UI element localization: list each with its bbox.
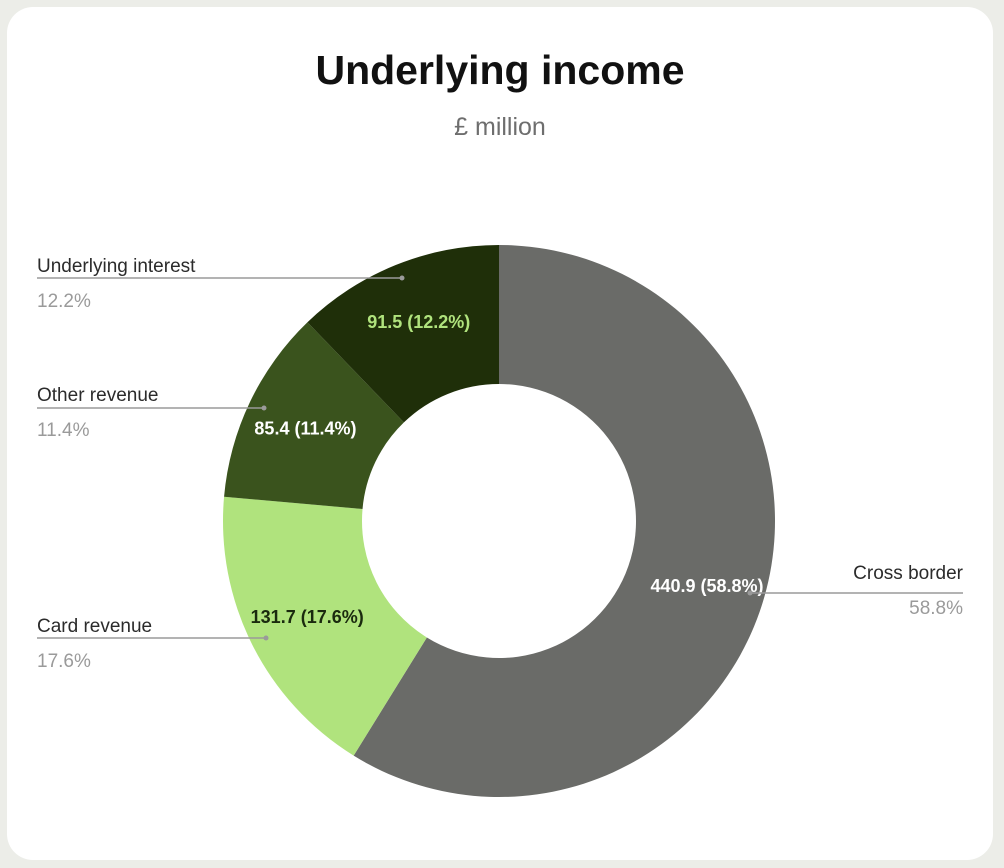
data-label-other-revenue: 85.4 (11.4%) [254, 419, 356, 439]
callout-dot-other-revenue [261, 405, 267, 411]
slice-underlying-interest [307, 245, 499, 423]
chart-title: Underlying income [315, 47, 685, 93]
data-label-underlying-interest: 91.5 (12.2%) [367, 312, 470, 332]
callout-dot-underlying-interest [399, 275, 405, 281]
legend-label-cross-border: Cross border [853, 563, 963, 584]
legend-label-card-revenue: Card revenue [37, 616, 152, 637]
callout-dot-cross-border [747, 590, 753, 596]
slice-card-revenue [223, 496, 427, 756]
slice-other-revenue [224, 322, 404, 509]
chart-card: Underlying income £ million 440.9 (58.8%… [7, 7, 993, 860]
legend-percent-cross-border: 58.8% [909, 598, 963, 619]
data-label-cross-border: 440.9 (58.8%) [650, 576, 763, 596]
donut-chart: 440.9 (58.8%) Cross border 58.8% 131.7 (17.… [37, 245, 964, 797]
callout-dot-card-revenue [263, 635, 269, 641]
data-label-card-revenue: 131.7 (17.6%) [251, 607, 364, 627]
legend-label-underlying-interest: Underlying interest [37, 256, 196, 277]
slice-cross-border [353, 245, 775, 797]
legend-label-other-revenue: Other revenue [37, 385, 158, 406]
legend-percent-underlying-interest: 12.2% [37, 291, 91, 312]
legend-percent-card-revenue: 17.6% [37, 651, 91, 672]
chart-subtitle: £ million [454, 113, 546, 141]
legend-percent-other-revenue: 11.4% [37, 420, 90, 441]
